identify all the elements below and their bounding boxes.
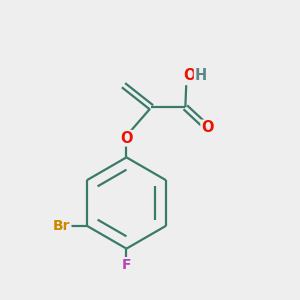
Text: F: F — [122, 258, 131, 272]
Text: O: O — [201, 120, 214, 135]
Text: H: H — [194, 68, 206, 83]
Text: OH: OH — [183, 68, 206, 81]
Text: O: O — [184, 68, 196, 83]
Text: O: O — [120, 131, 133, 146]
Text: Br: Br — [53, 219, 70, 233]
